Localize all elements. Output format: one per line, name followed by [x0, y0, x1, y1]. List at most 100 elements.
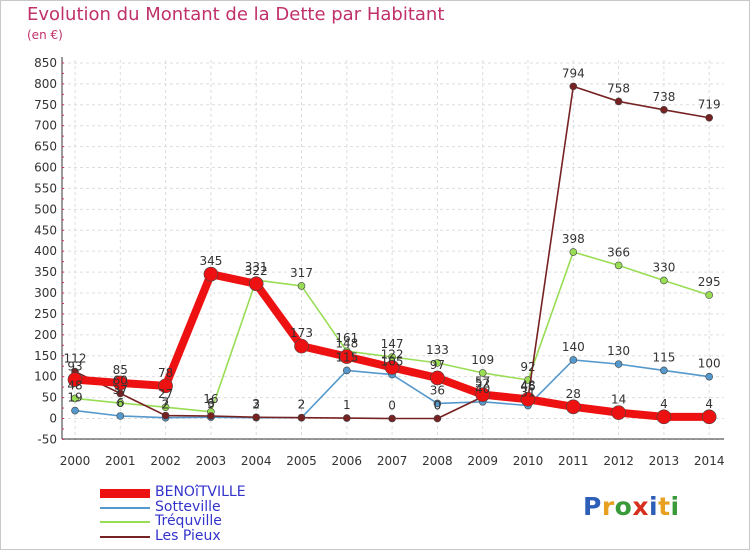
data-label-tr-quville: 133 [426, 343, 449, 357]
data-point-tr-quville [297, 282, 306, 290]
y-tick-label: 350 [34, 265, 57, 279]
data-label-les-pieux: 1 [343, 398, 351, 412]
data-label-tr-quville: 48 [67, 378, 82, 392]
x-tick-label: 2002 [150, 454, 181, 468]
logo-letter: x [632, 492, 649, 521]
data-point-sotteville [116, 412, 125, 420]
y-tick-label: 700 [34, 119, 57, 133]
logo-letter: i [649, 492, 659, 521]
data-point-les-pieux [342, 414, 351, 422]
data-point-les-pieux [569, 82, 578, 91]
data-point-les-pieux [252, 413, 261, 422]
data-point-beno-tville [67, 372, 83, 387]
data-point-beno-tville [475, 387, 491, 402]
data-point-sotteville [71, 406, 79, 415]
data-label-sotteville: 115 [335, 350, 358, 364]
data-label-beno-tville: 93 [67, 360, 82, 374]
data-label-beno-tville: 345 [199, 254, 222, 268]
x-tick-label: 2005 [286, 454, 317, 468]
data-label-les-pieux: 794 [562, 66, 585, 80]
data-label-tr-quville: 161 [335, 331, 358, 345]
data-point-les-pieux [388, 414, 396, 423]
data-point-tr-quville [478, 369, 487, 377]
data-label-sotteville: 19 [67, 391, 82, 405]
x-tick-label: 2007 [377, 454, 408, 468]
data-label-sotteville: 130 [607, 344, 630, 358]
x-tick-label: 2008 [422, 454, 453, 468]
data-point-les-pieux [705, 113, 714, 122]
data-point-beno-tville [430, 370, 445, 386]
data-label-tr-quville: 37 [113, 383, 128, 397]
x-tick-label: 2011 [558, 454, 589, 468]
data-label-sotteville: 31 [520, 386, 535, 400]
y-tick-label: 600 [34, 161, 57, 175]
legend: BENOîTVILLE Sotteville Tréquville Les Pieux [100, 484, 300, 545]
data-label-sotteville: 6 [116, 396, 124, 410]
data-label-tr-quville: 27 [158, 387, 173, 401]
y-tick-label: 0 [49, 412, 57, 426]
data-label-tr-quville: 398 [562, 232, 585, 246]
chart-title: Evolution du Montant de la Dette par Hab… [27, 4, 445, 25]
data-label-les-pieux: 738 [652, 90, 675, 104]
data-label-les-pieux: 719 [698, 98, 721, 112]
legend-item-les-pieux: Les Pieux [100, 528, 300, 545]
logo-letter: P [583, 492, 602, 521]
data-label-sotteville: 2 [162, 398, 170, 412]
y-tick-label: 450 [34, 223, 57, 237]
data-label-les-pieux: 6 [207, 396, 215, 410]
data-label-beno-tville: 28 [566, 387, 581, 401]
data-point-tr-quville [71, 394, 79, 403]
data-point-les-pieux [207, 412, 215, 420]
data-point-beno-tville [158, 378, 173, 394]
data-label-les-pieux: 758 [607, 81, 630, 95]
x-tick-label: 2012 [603, 454, 634, 468]
logo-letter: r [601, 492, 615, 521]
data-label-sotteville: 36 [430, 383, 445, 397]
data-label-tr-quville: 147 [381, 337, 404, 351]
y-tick-label: 250 [34, 307, 57, 321]
data-point-sotteville [569, 356, 578, 364]
data-point-beno-tville [565, 399, 581, 415]
data-label-les-pieux: 60 [113, 373, 128, 387]
data-point-tr-quville [705, 291, 714, 299]
legend-label: Sotteville [155, 498, 221, 515]
data-label-les-pieux: 0 [388, 399, 396, 413]
x-tick-label: 2003 [196, 454, 227, 468]
data-label-les-pieux: 48 [520, 378, 535, 392]
data-label-beno-tville: 148 [335, 337, 358, 351]
y-tick-label: 300 [34, 286, 57, 300]
logo-letter: o [614, 492, 633, 521]
data-point-beno-tville [384, 360, 400, 375]
x-tick-label: 2013 [649, 454, 680, 468]
data-point-beno-tville [611, 405, 626, 420]
y-tick-label: -50 [37, 432, 57, 446]
data-point-les-pieux [660, 105, 668, 114]
data-point-beno-tville [339, 349, 355, 364]
x-tick-label: 2006 [332, 454, 363, 468]
data-label-beno-tville: 85 [113, 363, 128, 377]
data-point-beno-tville [248, 276, 264, 292]
y-tick-label: 100 [34, 370, 57, 384]
y-tick-label: 50 [42, 391, 57, 405]
y-tick-label: 650 [34, 140, 57, 154]
data-label-beno-tville: 122 [381, 347, 404, 361]
y-tick-label: 750 [34, 98, 57, 112]
data-point-beno-tville [520, 391, 536, 407]
data-point-sotteville [614, 360, 623, 368]
data-label-sotteville: 3 [207, 397, 215, 411]
legend-item-tr-quville: Tréquville [100, 513, 300, 530]
legend-swatch [100, 535, 150, 538]
x-tick-label: 2009 [467, 454, 498, 468]
data-point-beno-tville [203, 266, 219, 282]
x-tick-label: 2014 [694, 454, 725, 468]
chart-unit-label: (en €) [27, 28, 63, 42]
x-tick-label: 2001 [105, 454, 136, 468]
data-point-les-pieux [433, 414, 442, 423]
y-tick-label: 850 [34, 56, 57, 70]
data-label-beno-tville: 173 [290, 326, 313, 340]
data-label-les-pieux: 2 [298, 398, 306, 412]
data-point-beno-tville [656, 409, 672, 425]
y-tick-label: 400 [34, 244, 57, 258]
y-tick-label: 550 [34, 181, 57, 195]
